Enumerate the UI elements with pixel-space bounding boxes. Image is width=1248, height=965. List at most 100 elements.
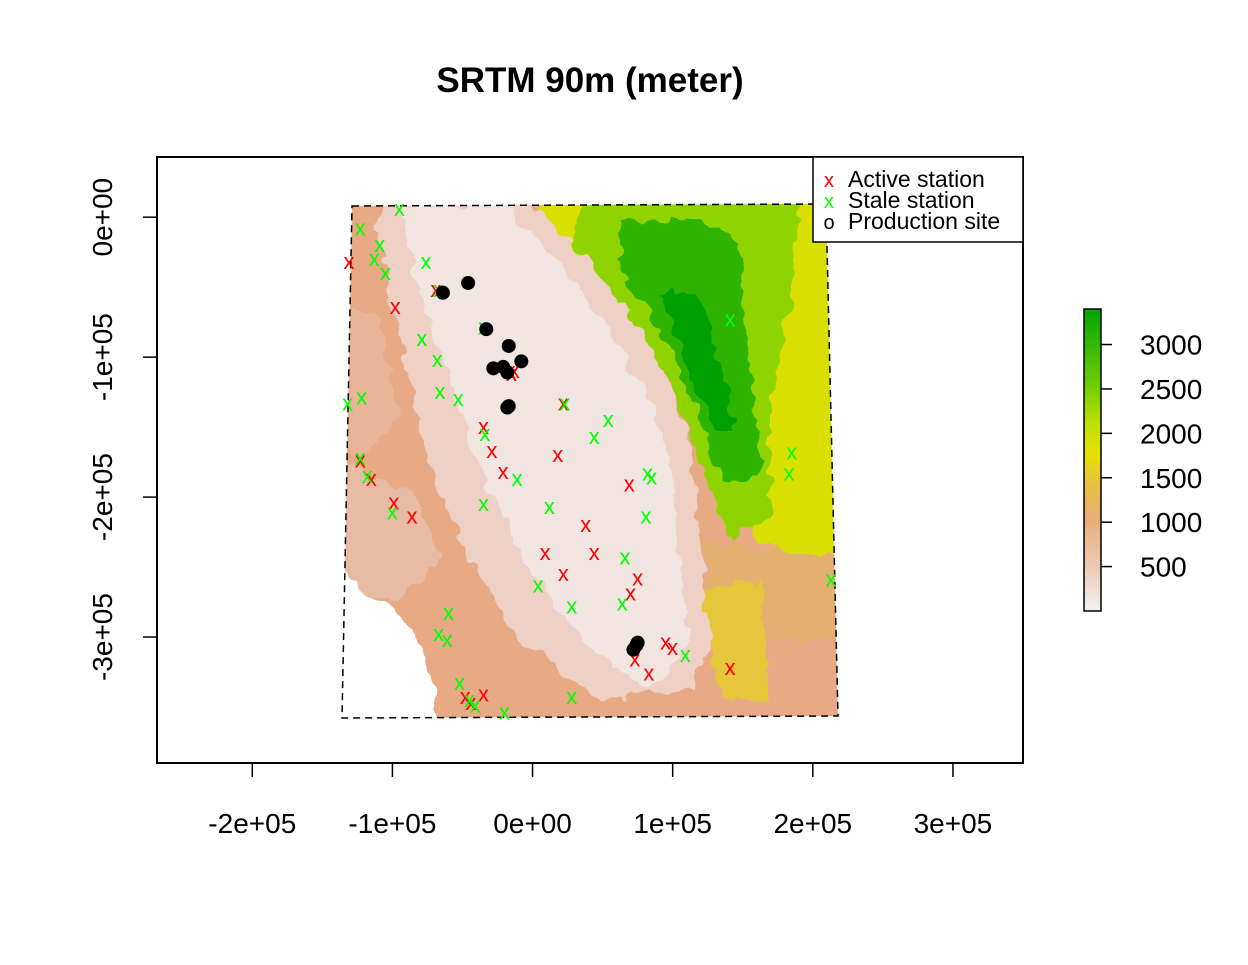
legend-box — [812, 156, 1024, 243]
active-station-marker: x — [465, 690, 476, 715]
stale-station-marker: x — [453, 386, 464, 411]
active-station-marker: x — [625, 581, 636, 606]
colorbar-tick-label: 2000 — [1140, 418, 1202, 449]
stale-station-marker: x — [479, 421, 490, 446]
colorbar-tick-label: 1500 — [1140, 463, 1202, 494]
colorbar-ticks: 500 1000 1500 2000 2500 3000 — [1101, 330, 1202, 583]
active-station-marker: x — [498, 459, 509, 484]
active-station-marker: x — [366, 466, 377, 491]
y-tick-label: -3e+05 — [87, 593, 118, 681]
y-tick-label: 0e+00 — [87, 178, 118, 257]
stale-station-marker: x — [464, 687, 475, 712]
active-station-marker: x — [540, 540, 551, 565]
active-station-marker: x — [355, 448, 366, 473]
colorbar-gradient — [1083, 308, 1102, 612]
x-axis: -2e+05 -1e+05 0e+00 1e+05 2e+05 3e+05 — [208, 762, 993, 839]
production-site-marker — [461, 275, 476, 290]
stale-station-marker: x — [620, 544, 631, 569]
active-station-marker: x — [589, 540, 600, 565]
production-site-marker — [479, 322, 494, 337]
active-station-marker: x — [486, 438, 497, 463]
legend-label-stale: Stale station — [848, 187, 975, 213]
stale-station-marker: x — [442, 627, 453, 652]
active-station-marker: x — [558, 390, 569, 415]
stale-station-marker: x — [544, 494, 555, 519]
stale-station-marker: x — [512, 466, 523, 491]
active-station-marker: x — [643, 660, 654, 685]
stale-station-marker: x — [646, 464, 657, 489]
active-station-marker: x — [558, 561, 569, 586]
stale-station-marker: x — [478, 491, 489, 516]
colorbar-tick-label: 3000 — [1140, 330, 1202, 361]
stale-station-marker: x — [617, 590, 628, 615]
stale-station-marker: x — [454, 670, 465, 695]
stale-station-marker: x — [394, 196, 405, 221]
stale-station-marker: x — [355, 445, 366, 470]
stale-station-marker: x — [533, 572, 544, 597]
stale-station-marker: x — [355, 215, 366, 240]
elevation-raster — [342, 204, 838, 718]
legend-symbol-production: o — [823, 212, 834, 234]
stale-station-marker: x — [421, 249, 432, 274]
legend-symbol-active: x — [824, 170, 834, 192]
production-site-marker — [501, 338, 516, 353]
active-station-marker: x — [660, 630, 671, 655]
chart-title: SRTM 90m (meter) — [436, 61, 743, 100]
legend: x Active station x Stale station o Produ… — [812, 156, 1024, 243]
active-station-marker: x — [509, 358, 520, 383]
colorbar-tick-label: 2500 — [1140, 374, 1202, 405]
stale-station-marker: x — [443, 600, 454, 625]
active-station-marker: x — [478, 681, 489, 706]
active-station-marker: x — [478, 414, 489, 439]
stale-station-marker: x — [342, 390, 353, 415]
active-station-marker: x — [390, 294, 401, 319]
y-axis: 0e+00 -1e+05 -2e+05 -3e+05 — [87, 178, 158, 681]
x-tick-label: 0e+00 — [493, 808, 572, 839]
active-station-marker: x — [667, 635, 678, 660]
stale-station-marker: x — [380, 260, 391, 285]
active-station-marker: x — [725, 655, 736, 680]
stale-station-marker: x — [786, 439, 797, 464]
production-site-marker — [514, 354, 529, 369]
colorbar: 500 1000 1500 2000 2500 3000 — [1083, 308, 1202, 612]
active-station-marker: x — [407, 504, 418, 529]
stale-station-marker: x — [725, 306, 736, 331]
x-tick-label: 1e+05 — [633, 808, 712, 839]
stale-station-marker: x — [641, 504, 652, 529]
active-station-marker: x — [624, 471, 635, 496]
stale-station-marker: x — [566, 684, 577, 709]
stale-station-marker: x — [432, 347, 443, 372]
x-tick-label: 2e+05 — [773, 808, 852, 839]
active-station-marker: x — [580, 512, 591, 537]
active-station-marker: x — [343, 249, 354, 274]
stale-station-marker: x — [433, 621, 444, 646]
stale-station-marker: x — [783, 460, 794, 485]
stale-station-marker: x — [642, 460, 653, 485]
x-tick-label: 3e+05 — [914, 808, 993, 839]
colorbar-tick-label: 500 — [1140, 552, 1187, 583]
active-station-marker: x — [388, 490, 399, 515]
x-tick-label: -2e+05 — [208, 808, 296, 839]
stale-station-marker: x — [356, 385, 367, 410]
production-site-marker — [500, 365, 515, 380]
y-tick-label: -2e+05 — [87, 453, 118, 541]
active-station-marker: x — [629, 646, 640, 671]
stale-station-marker: x — [435, 379, 446, 404]
stale-station-marker: x — [826, 567, 837, 592]
stale-station-marker: x — [387, 499, 398, 524]
active-station-marker: x — [552, 442, 563, 467]
stale-station-marker: x — [499, 700, 510, 725]
colorbar-tick-label: 1000 — [1140, 507, 1202, 538]
stale-station-marker: x — [566, 593, 577, 618]
stale-station-marker: x — [362, 463, 373, 488]
legend-label-production: Production site — [848, 208, 1000, 234]
active-station-marker: x — [460, 684, 471, 709]
study-region-boundary — [341, 203, 839, 719]
stale-station-marker: x — [470, 693, 481, 718]
stale-station-marker: x — [603, 407, 614, 432]
stale-station-marker: x — [589, 424, 600, 449]
active-station-marker: x — [430, 277, 441, 302]
legend-symbol-stale: x — [824, 191, 834, 213]
